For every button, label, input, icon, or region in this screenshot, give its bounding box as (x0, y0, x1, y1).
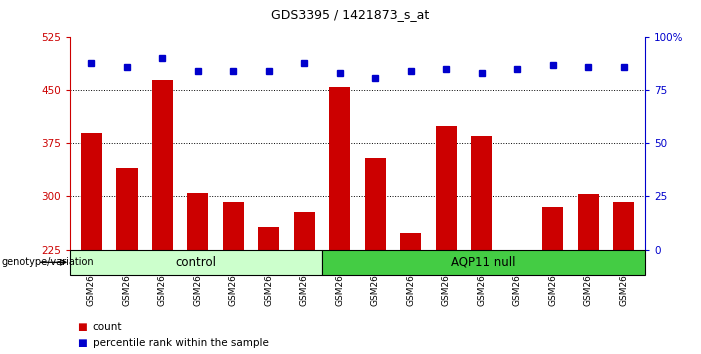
Bar (223, 202, 244, 250)
Text: ■: ■ (77, 338, 87, 348)
Bar (187, 193, 208, 250)
Bar (70, 250, 322, 275)
Text: AQP11 null: AQP11 null (451, 256, 515, 269)
Text: GDS3395 / 1421873_s_at: GDS3395 / 1421873_s_at (271, 8, 430, 21)
Text: percentile rank within the sample: percentile rank within the sample (93, 338, 268, 348)
Bar (435, 126, 457, 250)
Bar (294, 212, 315, 250)
Bar (613, 202, 634, 250)
Text: ■: ■ (77, 322, 87, 332)
Text: genotype/variation: genotype/variation (1, 257, 94, 267)
Bar (471, 136, 492, 250)
Bar (365, 158, 386, 250)
Bar (151, 80, 173, 250)
Bar (258, 227, 280, 250)
Bar (578, 194, 599, 250)
Text: control: control (175, 256, 217, 269)
Bar (329, 87, 350, 250)
Bar (400, 233, 421, 250)
Bar (81, 133, 102, 250)
Bar (322, 250, 645, 275)
Bar (116, 168, 137, 250)
Bar (542, 207, 564, 250)
Text: count: count (93, 322, 122, 332)
